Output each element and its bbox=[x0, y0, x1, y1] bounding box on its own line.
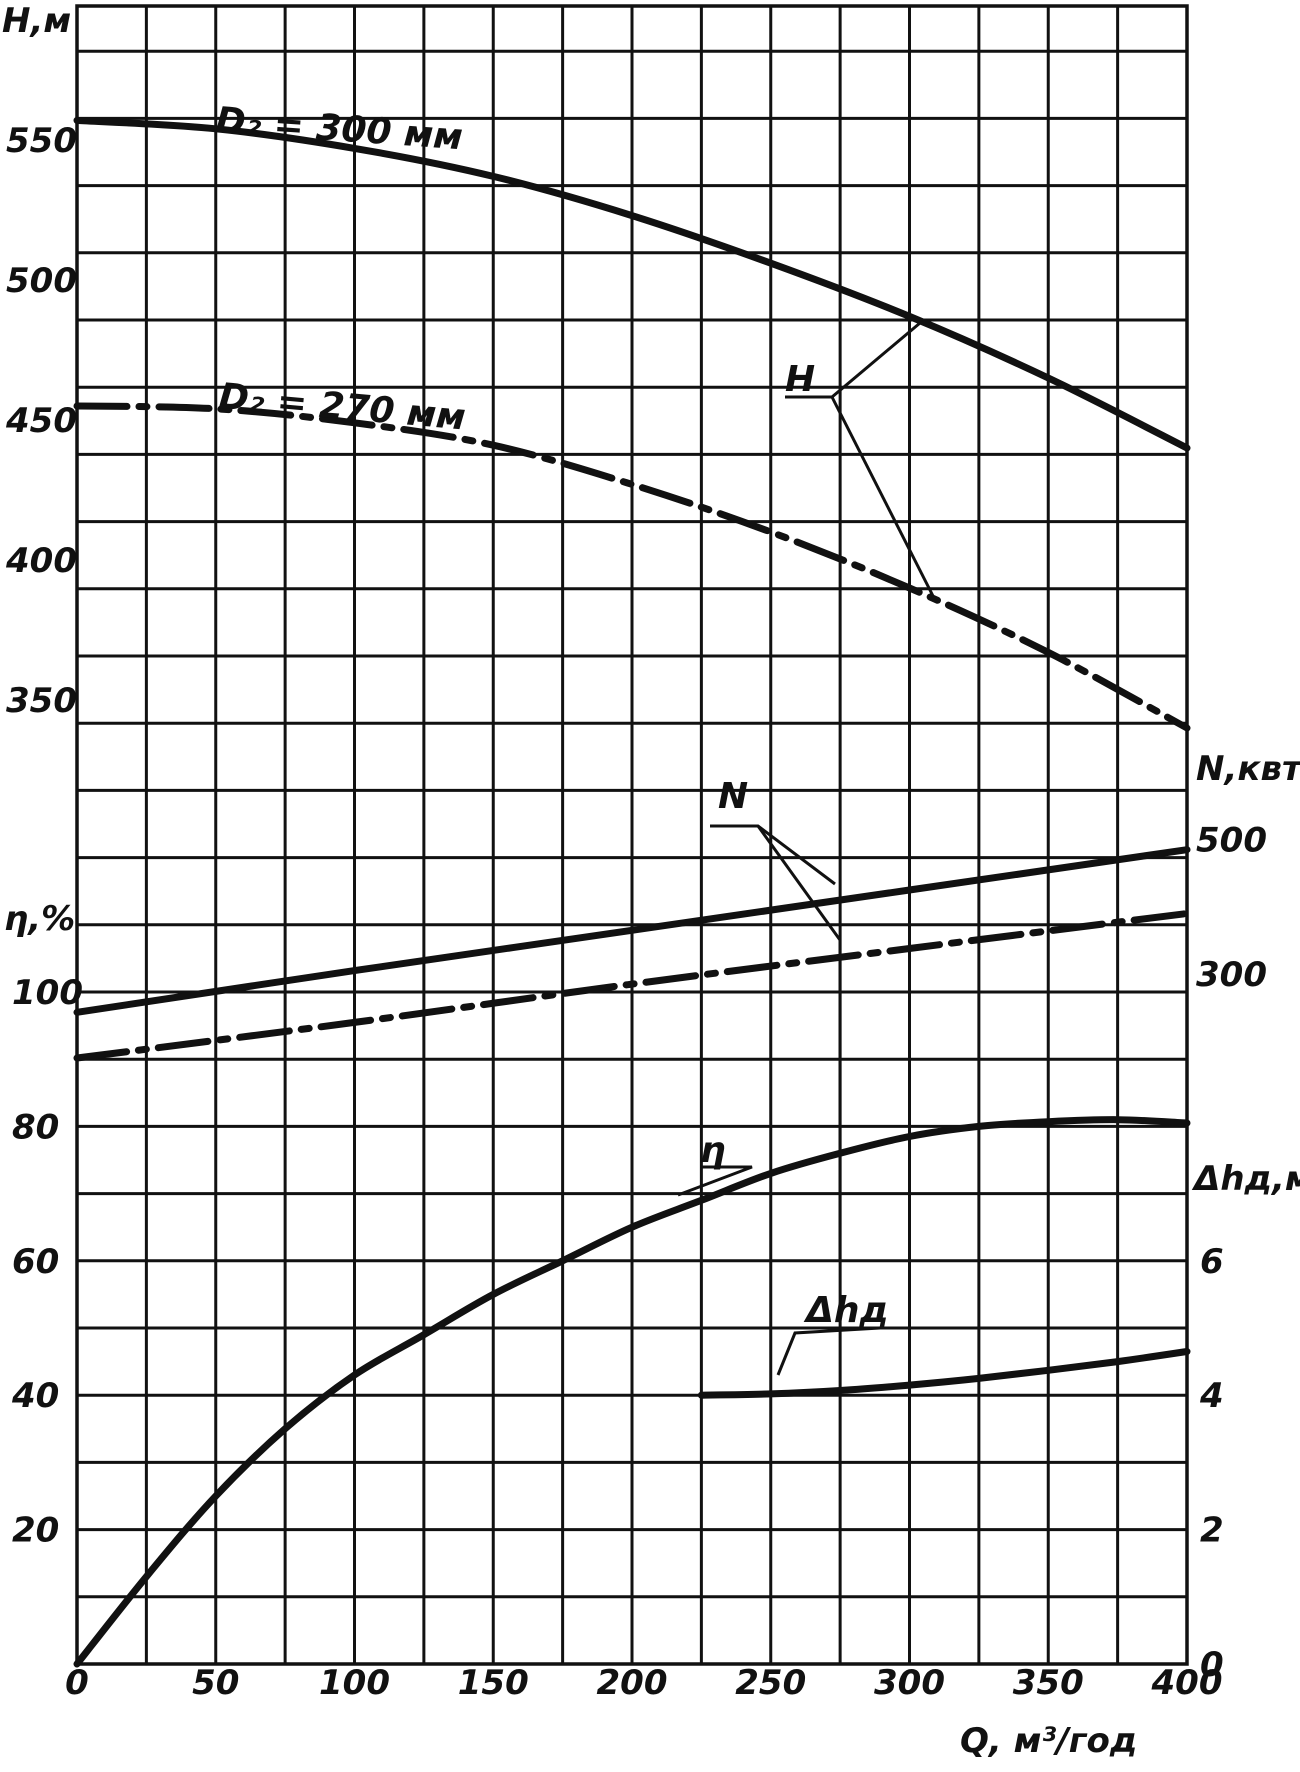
leader-line-6 bbox=[776, 1326, 881, 1376]
series-line-dh-solid-5 bbox=[697, 1348, 1191, 1399]
dh-tick-label: 6 bbox=[1200, 1242, 1224, 1282]
x-tick-label: 150 bbox=[458, 1663, 529, 1703]
curve-label-h: H bbox=[785, 359, 815, 400]
eta-tick-label: 40 bbox=[11, 1376, 59, 1416]
x-axis-title: Q, м³/год bbox=[960, 1721, 1137, 1761]
curve-label-dh: Δhд bbox=[803, 1290, 889, 1331]
curves bbox=[73, 116, 1191, 1668]
dh-tick-label: 0 bbox=[1200, 1645, 1224, 1685]
h-tick-label: 450 bbox=[5, 401, 77, 441]
eta-tick-label: 20 bbox=[12, 1511, 59, 1551]
x-tick-label: 400 bbox=[1151, 1663, 1223, 1703]
leader-line-5 bbox=[677, 1165, 753, 1197]
dh-tick-label: 4 bbox=[1199, 1376, 1224, 1416]
leader-line-2 bbox=[710, 824, 836, 886]
tick-labels: 0 50 100 150 200 250 300 350 4003504004505005502… bbox=[5, 121, 1267, 1703]
h-tick-label: 400 bbox=[5, 541, 77, 581]
n-tick-label: 500 bbox=[1196, 821, 1267, 861]
series-line-H-dashdot-1 bbox=[73, 402, 1191, 732]
dh-tick-label: 2 bbox=[1200, 1511, 1224, 1551]
series-line-N-dashdot-3 bbox=[73, 910, 1191, 1062]
leader-line-1 bbox=[830, 396, 935, 597]
eta-axis-title: η,% bbox=[4, 899, 75, 939]
h-tick-label: 350 bbox=[6, 681, 77, 721]
x-tick-label: 350 bbox=[1013, 1663, 1084, 1703]
n-axis-title: N,квт bbox=[1196, 749, 1300, 789]
grid bbox=[75, 4, 1189, 1666]
h-tick-label: 500 bbox=[6, 261, 77, 301]
x-tick-label: 300 bbox=[874, 1663, 945, 1703]
eta-tick-label: 100 bbox=[12, 973, 83, 1013]
dh-axis-title: Δhд,м bbox=[1191, 1159, 1300, 1199]
x-tick-label: 100 bbox=[319, 1663, 390, 1703]
eta-tick-label: 80 bbox=[12, 1107, 59, 1147]
leader-line-3 bbox=[756, 825, 842, 941]
curve-label-n: N bbox=[718, 776, 748, 817]
x-tick-label: 200 bbox=[597, 1663, 668, 1703]
plot-frame bbox=[75, 4, 1189, 1666]
series-line-H-solid-0 bbox=[73, 116, 1191, 452]
h-axis-title: H,м bbox=[2, 1, 71, 41]
n-tick-label: 300 bbox=[1196, 955, 1267, 995]
series-line-eta-solid-4 bbox=[73, 1116, 1191, 1668]
curve-label-d2-270: D₂ = 270 мм bbox=[217, 376, 467, 438]
x-tick-label: 250 bbox=[735, 1663, 806, 1703]
x-tick-label: 50 bbox=[192, 1663, 239, 1703]
curve-label-eta: η bbox=[700, 1130, 726, 1171]
h-tick-label: 550 bbox=[6, 121, 77, 161]
curve-label-d2-300: D₂ = 300 мм bbox=[214, 100, 464, 158]
eta-tick-label: 60 bbox=[12, 1242, 59, 1282]
series-line-N-solid-2 bbox=[73, 846, 1191, 1016]
x-tick-label: 0 bbox=[65, 1663, 89, 1703]
label-leaders bbox=[677, 321, 935, 1376]
